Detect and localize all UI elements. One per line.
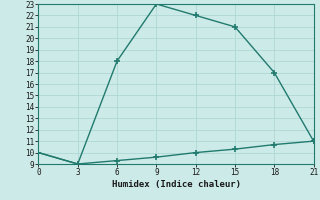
X-axis label: Humidex (Indice chaleur): Humidex (Indice chaleur) bbox=[111, 180, 241, 189]
